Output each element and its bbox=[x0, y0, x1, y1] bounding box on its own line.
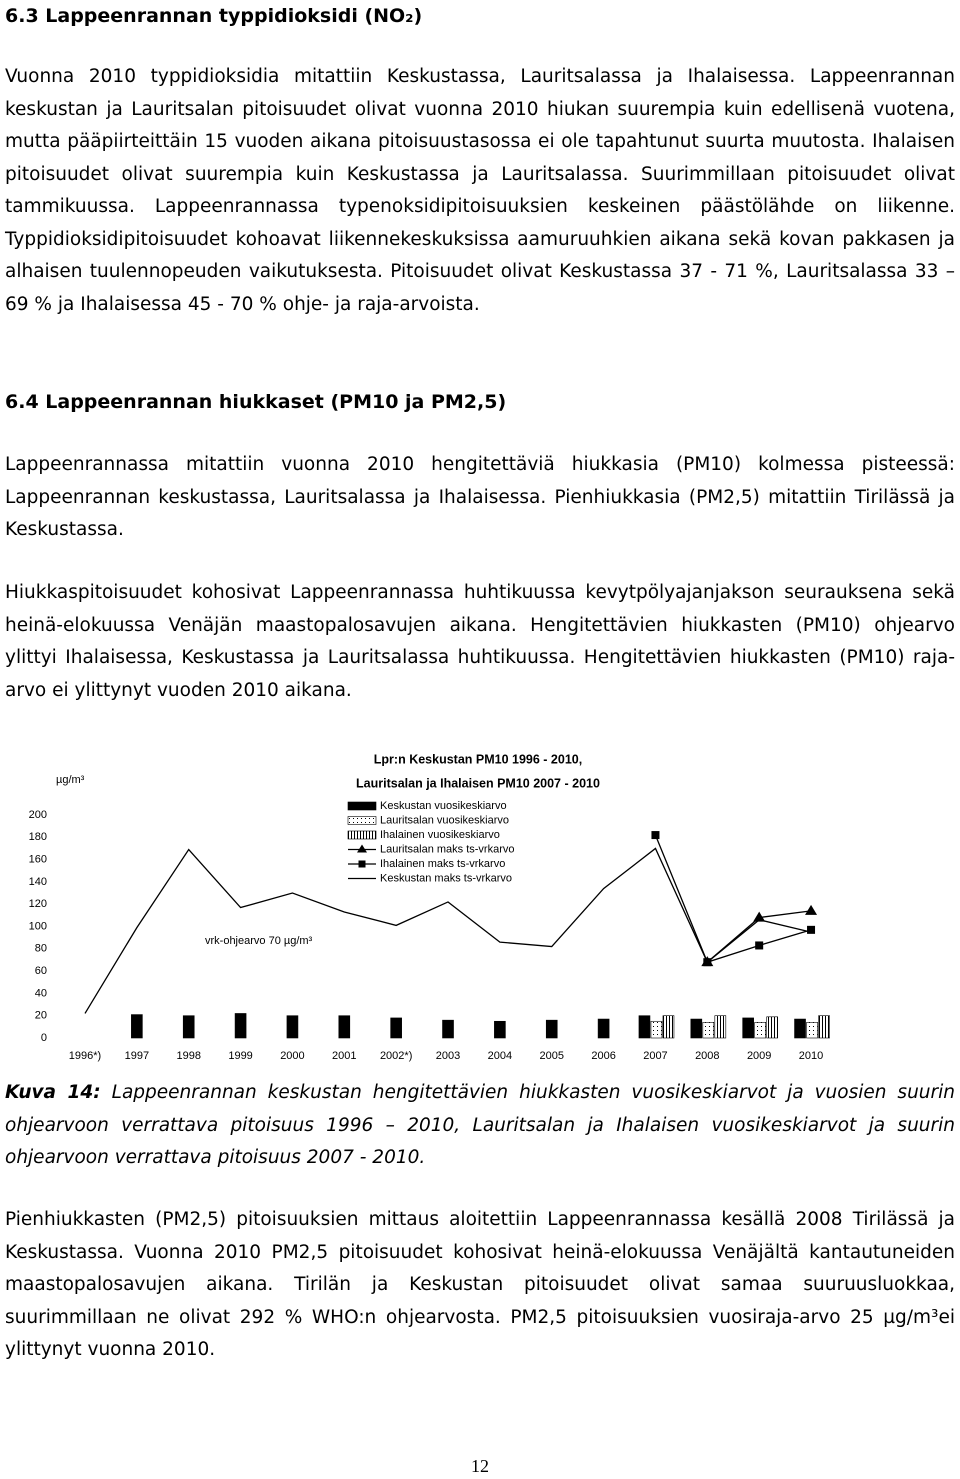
bar bbox=[597, 1018, 610, 1039]
legend-marker bbox=[357, 844, 367, 853]
x-tick-label: 2001 bbox=[332, 1050, 356, 1062]
y-tick-label: 100 bbox=[29, 920, 47, 932]
legend-label: Keskustan maks ts-vrkarvo bbox=[380, 872, 512, 884]
y-tick-label: 40 bbox=[35, 987, 47, 999]
legend-label: Lauritsalan vuosikeskiarvo bbox=[380, 814, 509, 826]
caption: Kuva 14: Lappeenrannan keskustan hengite… bbox=[5, 1077, 955, 1175]
paragraph: Vuonna 2010 typpidioksidia mitattiin Kes… bbox=[5, 66, 955, 315]
x-tick-label: 2002*) bbox=[380, 1050, 412, 1062]
bar bbox=[754, 1022, 766, 1039]
y-tick-label: 80 bbox=[35, 943, 47, 955]
paragraph: Hiukkaspitoisuudet kohosivat Lappeenrann… bbox=[5, 582, 955, 701]
bar bbox=[650, 1020, 663, 1039]
legend-label: Ihalainen maks ts-vrkarvo bbox=[380, 858, 505, 870]
bar bbox=[690, 1018, 703, 1039]
y-tick-label: 0 bbox=[41, 1032, 47, 1044]
legend-marker bbox=[358, 860, 366, 868]
y-tick-label: 60 bbox=[35, 965, 47, 977]
bar bbox=[338, 1015, 351, 1039]
chart-title: Lpr:n Keskustan PM10 1996 - 2010, bbox=[374, 752, 582, 766]
legend-label: Ihalainen vuosikeskiarvo bbox=[380, 829, 500, 841]
chart: Lpr:n Keskustan PM10 1996 - 2010, Laurit… bbox=[29, 752, 830, 1062]
y-tick-label: 120 bbox=[29, 898, 47, 910]
legend-swatch bbox=[347, 830, 377, 840]
bar bbox=[442, 1019, 454, 1039]
bar bbox=[766, 1016, 778, 1039]
legend-swatch bbox=[347, 816, 377, 825]
heading: 6.3 Lappeenrannan typpidioksidi (NO₂) bbox=[5, 5, 423, 27]
bar bbox=[545, 1019, 558, 1039]
bar bbox=[494, 1020, 506, 1039]
page-number: 12 bbox=[471, 1456, 489, 1476]
marker bbox=[755, 941, 764, 950]
marker bbox=[753, 911, 766, 922]
heading: 6.4 Lappeenrannan hiukkaset (PM10 ja PM2… bbox=[5, 391, 507, 413]
x-tick-label: 2003 bbox=[436, 1050, 460, 1062]
bar bbox=[638, 1015, 651, 1039]
bar bbox=[818, 1015, 830, 1039]
bar bbox=[182, 1015, 195, 1039]
x-tick-label: 2004 bbox=[488, 1050, 512, 1062]
bar bbox=[662, 1015, 675, 1039]
y-tick-label: 20 bbox=[35, 1010, 47, 1022]
legend-label: Keskustan vuosikeskiarvo bbox=[380, 800, 507, 812]
paragraph: Pienhiukkasten (PM2,5) pitoisuuksien mit… bbox=[5, 1209, 955, 1360]
caption-label: Kuva 14: bbox=[5, 1082, 101, 1103]
bar bbox=[131, 1014, 143, 1039]
bar bbox=[806, 1022, 818, 1039]
marker bbox=[807, 925, 816, 934]
paragraph: Lappeenrannassa mitattiin vuonna 2010 he… bbox=[5, 454, 955, 540]
x-tick-label: 1999 bbox=[228, 1050, 252, 1062]
y-tick-label: 200 bbox=[29, 809, 47, 821]
x-tick-label: 1998 bbox=[176, 1050, 200, 1062]
chart-title: Lauritsalan ja Ihalaisen PM10 2007 - 201… bbox=[356, 776, 600, 790]
bar bbox=[390, 1017, 402, 1039]
bar bbox=[234, 1013, 247, 1039]
y-tick-label: 140 bbox=[29, 876, 47, 888]
bar bbox=[286, 1015, 299, 1039]
x-tick-label: 2005 bbox=[539, 1050, 563, 1062]
line bbox=[654, 834, 812, 963]
caption-text: Lappeenrannan keskustan hengitettävien h… bbox=[5, 1082, 955, 1168]
y-unit: µg/m³ bbox=[56, 774, 85, 786]
x-tick-label: 2010 bbox=[799, 1050, 823, 1062]
x-tick-label: 2007 bbox=[643, 1050, 667, 1062]
annotation: vrk-ohjearvo 70 µg/m³ bbox=[205, 935, 313, 947]
line bbox=[84, 847, 812, 1014]
y-tick-label: 160 bbox=[29, 854, 47, 866]
bar bbox=[702, 1022, 715, 1039]
bar bbox=[794, 1018, 806, 1039]
x-tick-label: 2000 bbox=[280, 1050, 304, 1062]
x-tick-label: 1997 bbox=[125, 1050, 149, 1062]
x-tick-label: 1996*) bbox=[69, 1050, 101, 1062]
y-tick-label: 180 bbox=[29, 831, 47, 843]
x-tick-label: 2006 bbox=[591, 1050, 615, 1062]
x-tick-label: 2008 bbox=[695, 1050, 719, 1062]
legend-swatch bbox=[347, 801, 377, 811]
bar bbox=[714, 1015, 727, 1039]
x-tick-label: 2009 bbox=[747, 1050, 771, 1062]
marker bbox=[805, 904, 818, 915]
legend-label: Lauritsalan maks ts-vrkarvo bbox=[380, 843, 515, 855]
marker bbox=[651, 831, 660, 840]
bar bbox=[742, 1017, 754, 1039]
